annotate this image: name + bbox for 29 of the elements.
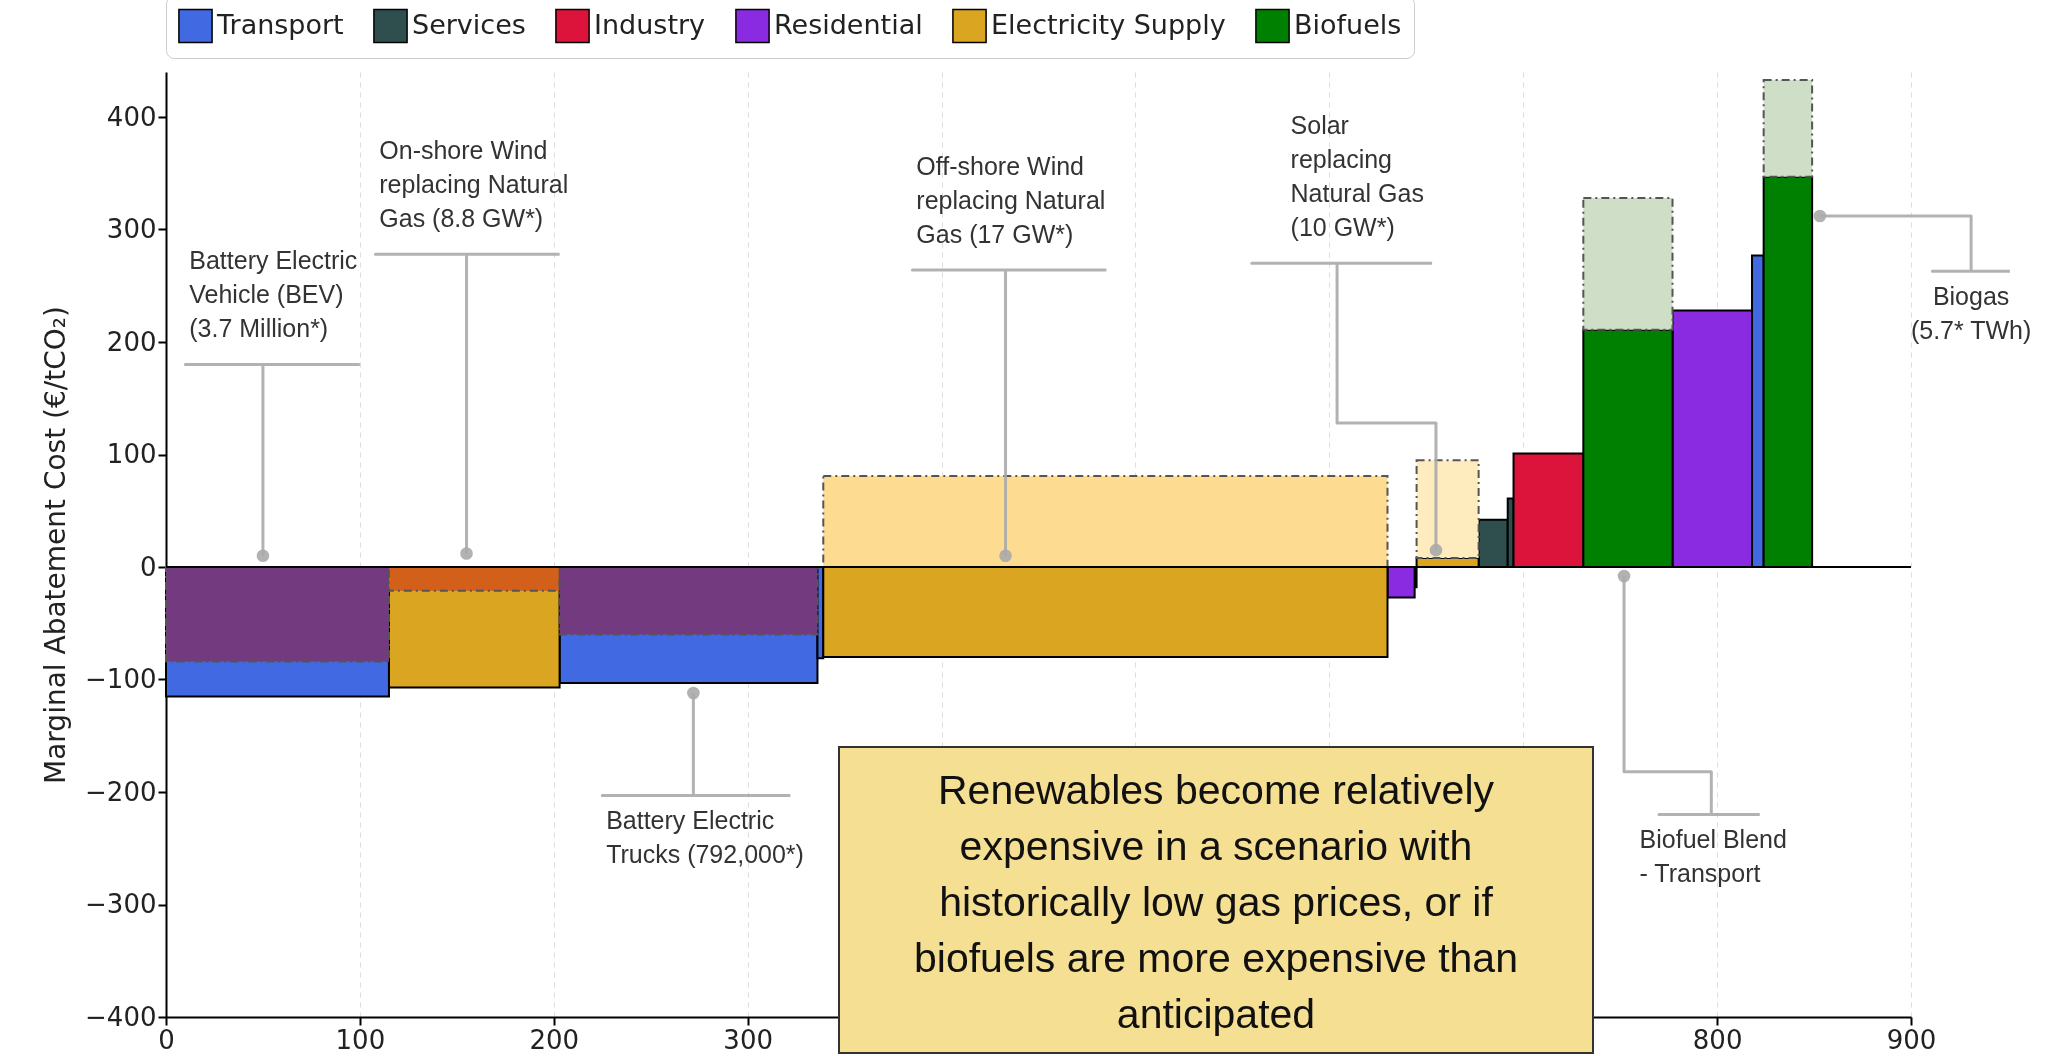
- y-tick-label: 300: [106, 214, 157, 244]
- legend-label: Services: [412, 8, 526, 40]
- y-tick-label: −300: [85, 889, 157, 919]
- legend-label: Industry: [594, 8, 706, 40]
- note-box: Renewables become relatively expensive in a scenario with historically low gas prices, or if biofuels are more expensive than anticipated: [838, 746, 1594, 1054]
- legend-label: Electricity Supply: [991, 8, 1226, 40]
- annotation: On-shore Wind replacing Natural Gas (8.8 GW*): [379, 135, 569, 232]
- x-tick-label: 800: [1692, 1024, 1743, 1055]
- annotation: Biogas (5.7* TWh): [1910, 281, 2032, 344]
- y-tick-label: 0: [139, 551, 157, 582]
- legend-label: Biofuels: [1294, 8, 1402, 40]
- annotation: Battery Electric Trucks (792,000*): [606, 805, 804, 868]
- legend-label: Residential: [774, 8, 923, 40]
- x-tick-label: 900: [1886, 1024, 1937, 1055]
- annotation: Solar replacing Natural Gas (10 GW*): [1290, 110, 1424, 241]
- y-axis-title: Marginal Abatement Cost (€/tCO₂): [39, 306, 73, 784]
- y-tick-label: 200: [106, 326, 157, 357]
- y-tick-label: 100: [106, 439, 157, 469]
- y-tick-label: −200: [85, 776, 157, 807]
- x-tick-label: 200: [529, 1024, 580, 1055]
- x-tick-label: 100: [335, 1024, 386, 1055]
- annotation: Battery Electric Vehicle (BEV) (3.7 Million*): [189, 246, 358, 343]
- y-tick-label: −100: [85, 664, 157, 694]
- annotation: Biofuel Blend - Transport: [1639, 825, 1787, 887]
- y-tick-label: −400: [85, 1001, 157, 1032]
- x-tick-label: 300: [723, 1024, 773, 1055]
- y-tick-label: 400: [106, 101, 157, 132]
- annotation: Off-shore Wind replacing Natural Gas (17 GW*): [916, 151, 1106, 248]
- legend-label: Transport: [216, 8, 344, 40]
